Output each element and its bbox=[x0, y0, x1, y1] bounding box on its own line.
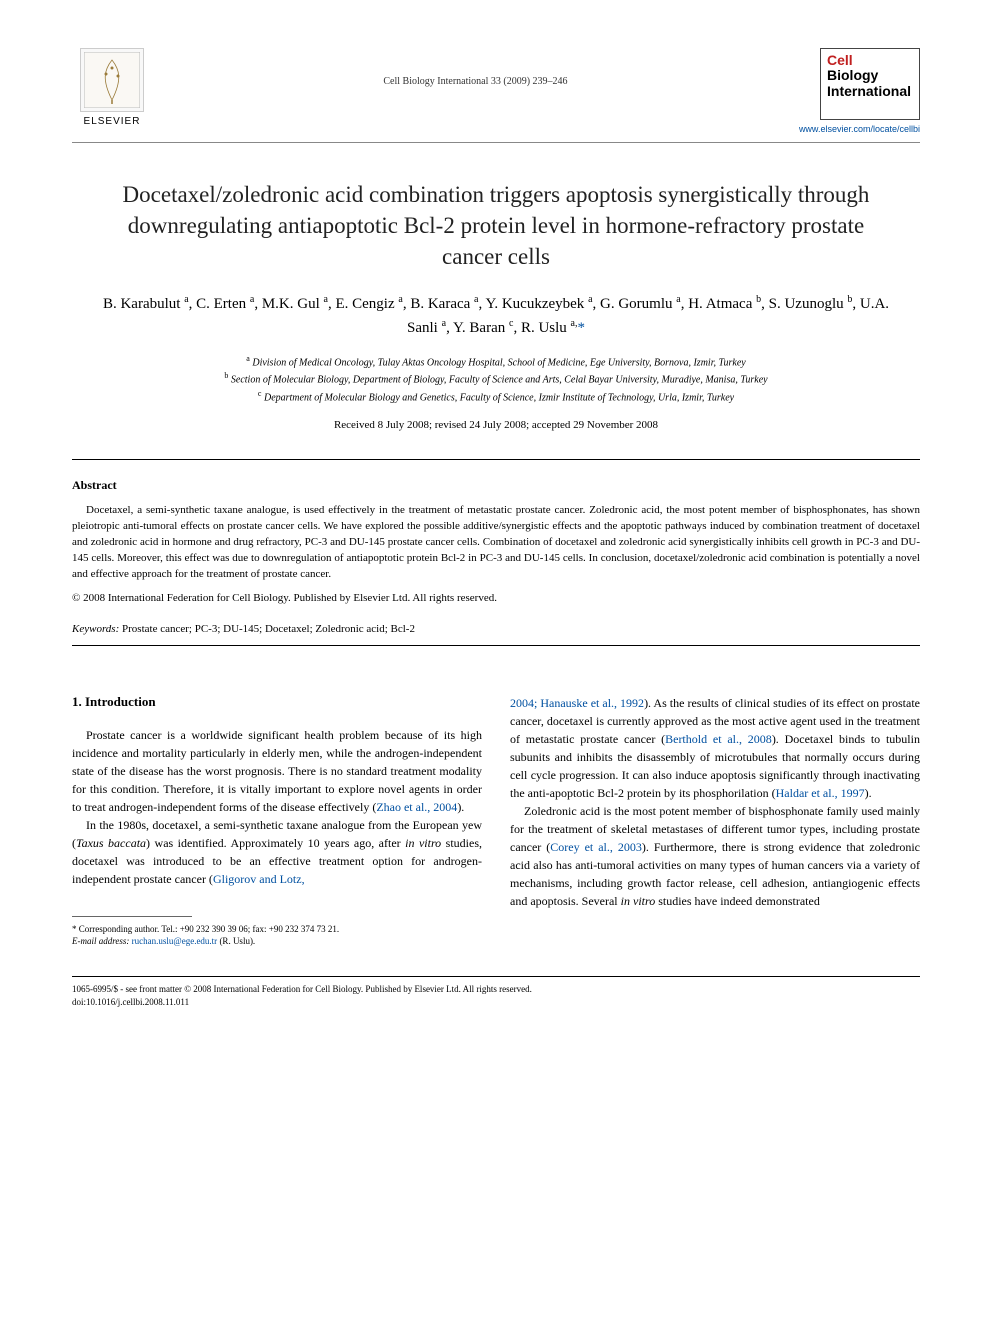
footer-line1: 1065-6995/$ - see front matter © 2008 In… bbox=[72, 983, 920, 996]
footer-line2: doi:10.1016/j.cellbi.2008.11.011 bbox=[72, 996, 920, 1009]
right-column: 2004; Hanauske et al., 1992). As the res… bbox=[510, 694, 920, 948]
intro-heading: 1. Introduction bbox=[72, 694, 482, 710]
header-rule bbox=[72, 142, 920, 143]
col2-p2: Zoledronic acid is the most potent membe… bbox=[510, 802, 920, 910]
abstract-bottom-rule bbox=[72, 645, 920, 646]
email-link[interactable]: ruchan.uslu@ege.edu.tr bbox=[132, 936, 218, 946]
email-tail: (R. Uslu). bbox=[219, 936, 255, 946]
affiliations: a Division of Medical Oncology, Tulay Ak… bbox=[72, 353, 920, 405]
abstract-top-rule bbox=[72, 459, 920, 460]
publisher-logo: ELSEVIER bbox=[72, 48, 152, 127]
footer: 1065-6995/$ - see front matter © 2008 In… bbox=[72, 983, 920, 1008]
article-dates: Received 8 July 2008; revised 24 July 20… bbox=[72, 419, 920, 431]
corresponding-author-footnote: * Corresponding author. Tel.: +90 232 39… bbox=[72, 923, 482, 948]
journal-name-line1: Cell bbox=[827, 53, 913, 68]
footnote-separator bbox=[72, 916, 192, 917]
keywords: Keywords: Prostate cancer; PC-3; DU-145;… bbox=[72, 623, 920, 635]
keywords-text: Prostate cancer; PC-3; DU-145; Docetaxel… bbox=[122, 623, 415, 635]
corresponding-line: * Corresponding author. Tel.: +90 232 39… bbox=[72, 923, 482, 936]
journal-name-line3: International bbox=[827, 84, 913, 99]
intro-p2: In the 1980s, docetaxel, a semi-syntheti… bbox=[72, 816, 482, 888]
journal-title-box: Cell Biology International bbox=[820, 48, 920, 120]
abstract-copyright: © 2008 International Federation for Cell… bbox=[72, 591, 920, 607]
body-columns: 1. Introduction Prostate cancer is a wor… bbox=[72, 694, 920, 948]
abstract-text: Docetaxel, a semi-synthetic taxane analo… bbox=[72, 503, 920, 583]
journal-reference: Cell Biology International 33 (2009) 239… bbox=[152, 48, 799, 87]
journal-url[interactable]: www.elsevier.com/locate/cellbi bbox=[799, 124, 920, 134]
publisher-name: ELSEVIER bbox=[84, 116, 141, 127]
abstract-heading: Abstract bbox=[72, 478, 920, 493]
email-line: E-mail address: ruchan.uslu@ege.edu.tr (… bbox=[72, 935, 482, 948]
article-title: Docetaxel/zoledronic acid combination tr… bbox=[112, 179, 880, 272]
journal-name-line2: Biology bbox=[827, 68, 913, 83]
footer-rule bbox=[72, 976, 920, 977]
authors: B. Karabulut a, C. Erten a, M.K. Gul a, … bbox=[102, 292, 890, 339]
elsevier-tree-icon bbox=[80, 48, 144, 112]
col2-p1: 2004; Hanauske et al., 1992). As the res… bbox=[510, 694, 920, 802]
header: ELSEVIER Cell Biology International 33 (… bbox=[72, 48, 920, 134]
keywords-label: Keywords: bbox=[72, 623, 119, 635]
journal-logo-block: Cell Biology International www.elsevier.… bbox=[799, 48, 920, 134]
email-label: E-mail address: bbox=[72, 936, 129, 946]
intro-p1: Prostate cancer is a worldwide significa… bbox=[72, 726, 482, 816]
left-column: 1. Introduction Prostate cancer is a wor… bbox=[72, 694, 482, 948]
